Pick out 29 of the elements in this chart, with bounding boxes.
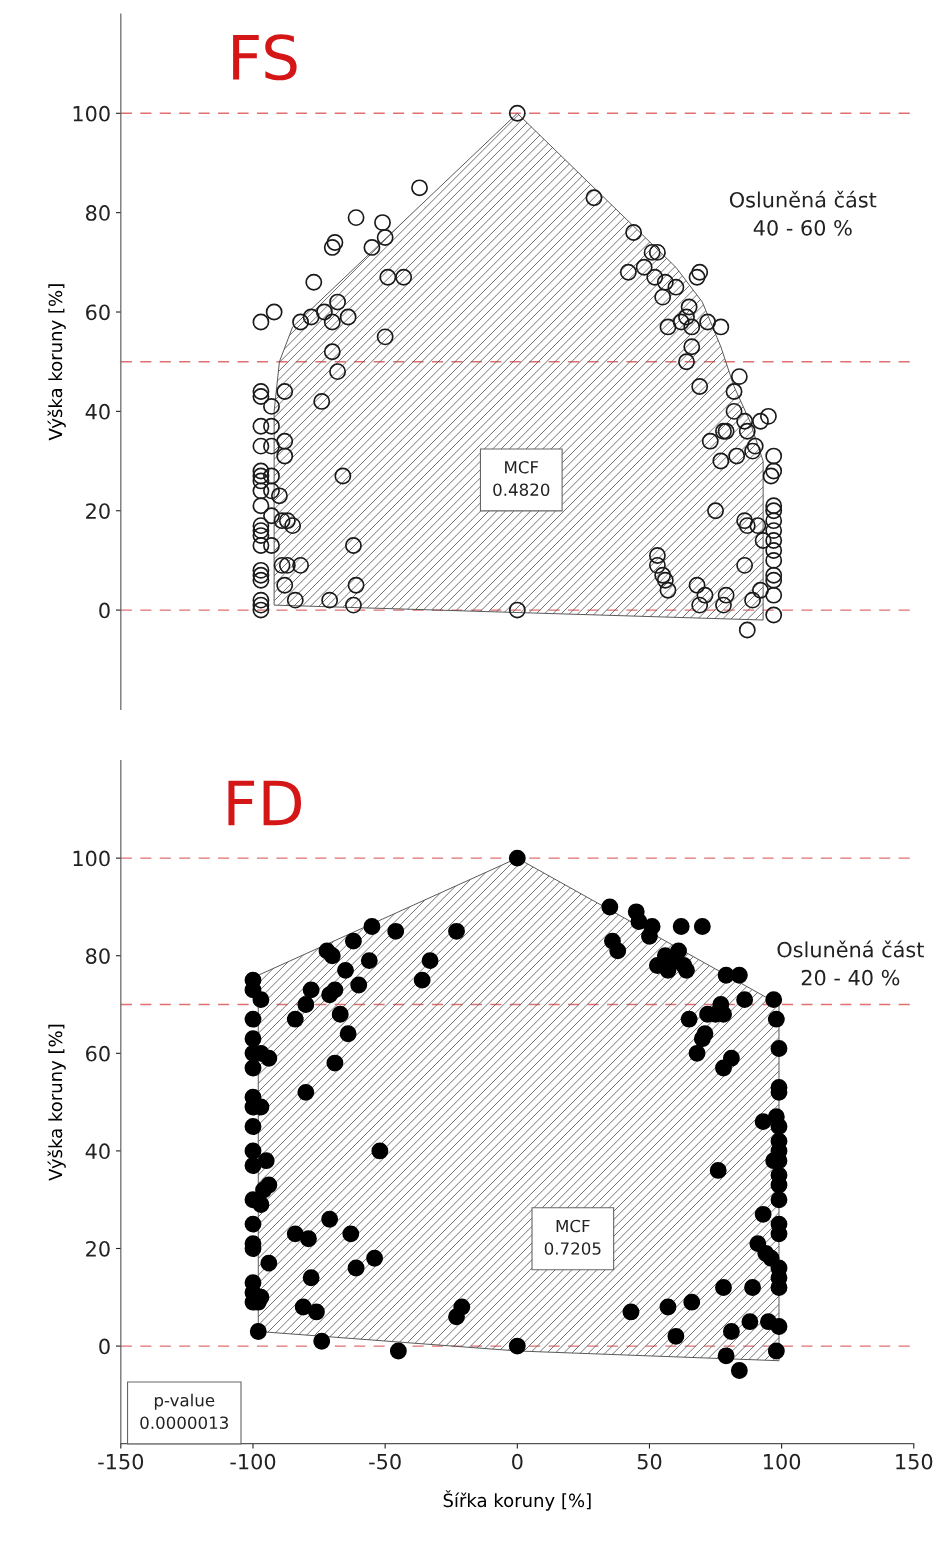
x-tick-label: 100 [764,1453,801,1470]
y-tick-label: 0 [99,1338,110,1355]
y-axis-title: Výška koruny [%] [47,1024,66,1181]
y-tick-label: 100 [73,105,110,122]
y-tick-label: 80 [86,948,110,964]
annotation: Osluněná část 40 - 60 % [729,190,877,236]
x-tick-label: 150 [896,1453,933,1470]
annotation: Osluněná část 20 - 40 % [777,940,924,986]
annotation: FD [228,780,302,826]
x-tick-label: -100 [230,1453,276,1470]
y-axis-title: Výška koruny [%] [47,284,66,441]
annotation: p-value 0.0000013 [140,1393,228,1429]
x-tick-label: -150 [98,1453,144,1470]
annotation: MCF 0.7205 [544,1219,601,1255]
y-tick-label: 100 [73,850,110,867]
y-tick-label: 20 [86,1240,110,1257]
y-tick-label: 60 [86,304,110,321]
x-tick-label: 0 [512,1453,523,1470]
y-tick-label: 40 [85,403,110,420]
annotation: MCF 0.4820 [493,460,550,496]
annotation: FS [233,34,297,81]
y-tick-label: 80 [86,205,110,221]
y-tick-label: 20 [86,503,110,519]
y-tick-label: 40 [85,1143,110,1160]
y-tick-label: 0 [99,602,110,619]
y-tick-label: 60 [86,1045,110,1062]
x-tick-label: 50 [637,1453,662,1470]
x-tick-label: -50 [369,1453,401,1470]
x-axis-title: Šířka koruny [%] [443,1490,591,1511]
